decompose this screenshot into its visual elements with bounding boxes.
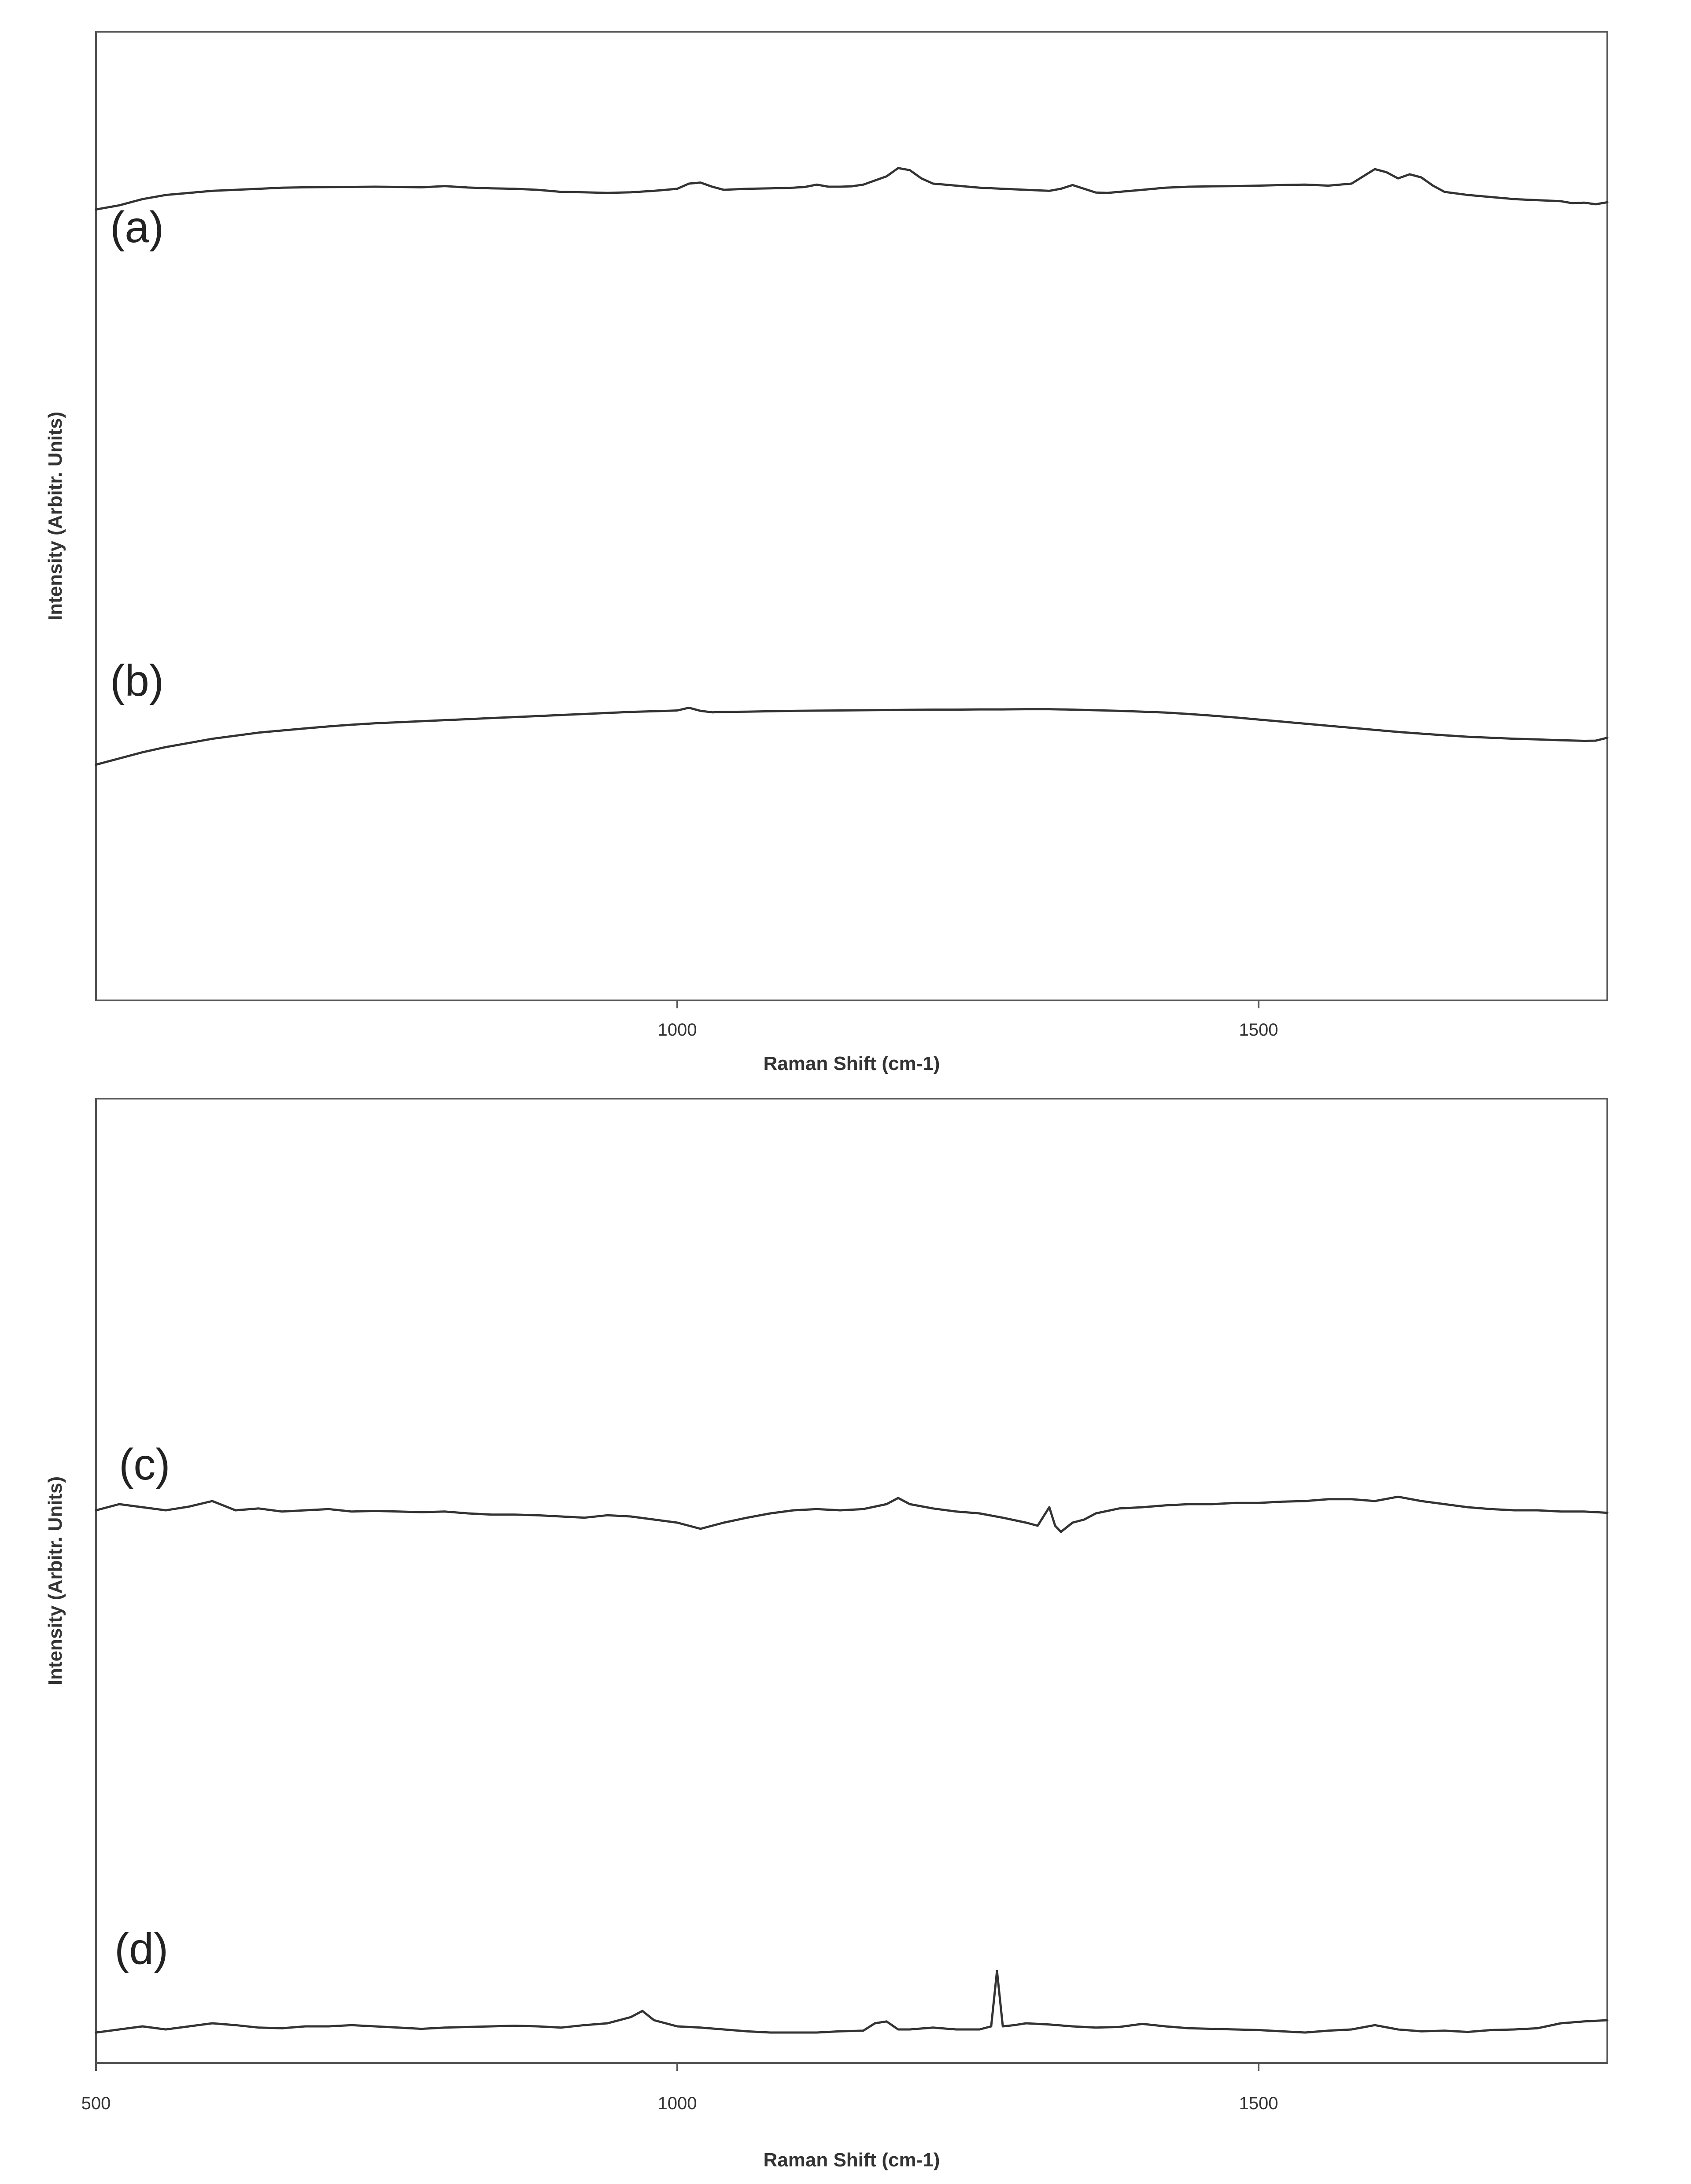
plot-frame xyxy=(95,1098,1608,2064)
chart-panel-top: 1000 1500 Raman Shift (cm-1) Intensity (Arb… xyxy=(44,31,1609,1074)
spectrum-line-a xyxy=(95,167,1609,211)
y-axis-label: Intensity (Arbitr. Units) xyxy=(44,412,66,620)
y-axis-label: Intensity (Arbitr. Units) xyxy=(44,1476,66,1685)
x-axis-label: Raman Shift (cm-1) xyxy=(764,1053,940,1074)
chart-panel-bottom: 500 1000 1500 Raman Shift (cm-1) Intensity (… xyxy=(44,1098,1609,2171)
x-tick-label: 1000 xyxy=(658,1020,697,1040)
x-tick-label: 1500 xyxy=(1239,2094,1278,2113)
spectrum-line-b xyxy=(95,706,1609,766)
trace-label-d: (d) xyxy=(114,1924,168,1974)
x-tick-label: 500 xyxy=(81,2094,111,2113)
trace-label-a: (a) xyxy=(110,203,164,252)
spectrum-line-c xyxy=(95,1495,1609,1533)
plot-frame xyxy=(95,31,1608,1001)
spectrum-line-d xyxy=(95,1970,1609,2034)
x-axis-label: Raman Shift (cm-1) xyxy=(764,2149,940,2171)
x-tick-label: 1500 xyxy=(1239,1020,1278,1040)
trace-label-b: (b) xyxy=(110,656,164,705)
trace-label-c: (c) xyxy=(119,1440,170,1489)
x-tick-label: 1000 xyxy=(658,2094,697,2113)
